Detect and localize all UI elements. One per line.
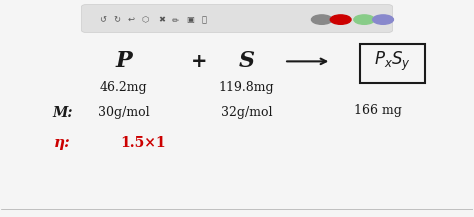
Text: ↻: ↻ bbox=[113, 15, 120, 24]
Text: S: S bbox=[238, 50, 255, 72]
Circle shape bbox=[311, 15, 332, 24]
Text: 32g/mol: 32g/mol bbox=[221, 106, 272, 119]
Text: M:: M: bbox=[53, 106, 73, 120]
Text: ✏: ✏ bbox=[172, 15, 179, 24]
Circle shape bbox=[330, 15, 351, 24]
Text: 166 mg: 166 mg bbox=[355, 104, 402, 117]
Text: $P_xS_y$: $P_xS_y$ bbox=[374, 50, 411, 73]
Circle shape bbox=[354, 15, 374, 24]
Text: η:: η: bbox=[54, 136, 71, 150]
Text: 1.5×1: 1.5×1 bbox=[120, 136, 165, 150]
Text: ↺: ↺ bbox=[99, 15, 106, 24]
Text: 46.2mg: 46.2mg bbox=[100, 81, 148, 94]
Text: ✖: ✖ bbox=[158, 15, 165, 24]
Text: ⬡: ⬡ bbox=[141, 15, 149, 24]
Circle shape bbox=[373, 15, 393, 24]
Text: ↩: ↩ bbox=[128, 15, 135, 24]
Text: 30g/mol: 30g/mol bbox=[98, 106, 150, 119]
Text: +: + bbox=[191, 52, 208, 71]
Text: 🖼: 🖼 bbox=[201, 15, 207, 24]
Text: ▣: ▣ bbox=[186, 15, 194, 24]
FancyBboxPatch shape bbox=[82, 5, 392, 33]
Text: 119.8mg: 119.8mg bbox=[219, 81, 274, 94]
Text: P: P bbox=[116, 50, 132, 72]
